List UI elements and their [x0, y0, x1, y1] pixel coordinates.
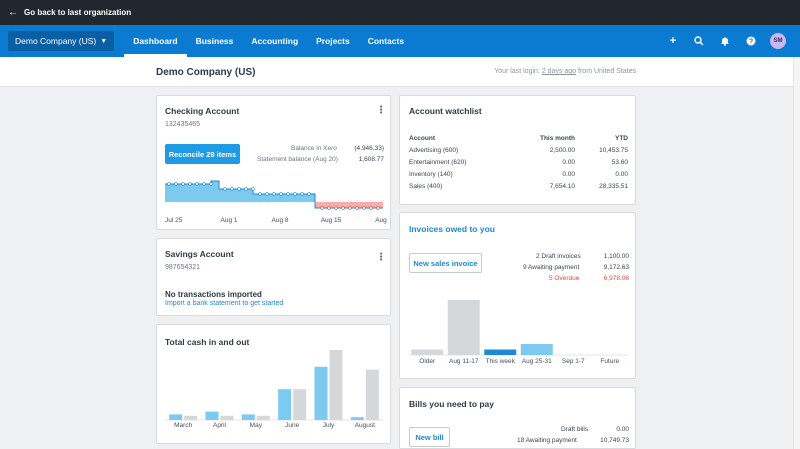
last-login: Your last login: 2 days ago from United … — [494, 68, 636, 75]
awaiting-payment-value: 9,172.63 — [603, 264, 629, 271]
invoice-bar — [520, 344, 553, 355]
bills-awaiting-value: 10,749.73 — [600, 437, 629, 444]
x-label: Aug 15 — [320, 217, 342, 224]
add-icon[interactable]: + — [669, 35, 677, 47]
invoices-card: Invoices owed to you New sales invoice 2… — [399, 212, 636, 379]
table-row[interactable]: Sales (400) 7,654.10 28,335.51 — [409, 183, 628, 190]
new-sales-invoice-button[interactable]: New sales invoice — [409, 253, 482, 273]
month-label: July — [322, 422, 335, 429]
awaiting-payment-label[interactable]: 9 Awaiting payment — [523, 264, 580, 271]
tab-dashboard[interactable]: Dashboard — [124, 25, 187, 57]
main-nav: Demo Company (US) ▼ Dashboard Business A… — [0, 25, 800, 57]
period-label: Older — [419, 358, 436, 365]
overdue-value: 6,978.08 — [603, 275, 629, 282]
cash-in-bar — [278, 389, 292, 420]
invoices-chart — [409, 300, 628, 356]
back-arrow-icon: ← — [8, 7, 18, 18]
reconcile-button[interactable]: Reconcile 29 items — [165, 144, 240, 164]
period-label: Aug 11-17 — [448, 358, 479, 365]
x-label: Aug 8 — [271, 217, 289, 224]
tab-business[interactable]: Business — [195, 36, 234, 46]
savings-title: Savings Account — [165, 249, 234, 259]
back-to-org-bar[interactable]: ← Go back to last organization — [0, 0, 800, 25]
month-label: March — [174, 422, 193, 429]
tab-accounting[interactable]: Accounting — [251, 36, 299, 46]
cash-in-bar — [169, 414, 183, 420]
savings-number: 987654321 — [165, 264, 201, 271]
x-label: Aug — [375, 217, 387, 224]
cash-in-bar — [205, 411, 219, 420]
org-name: Demo Company (US) — [15, 36, 97, 46]
statement-balance-value: 1,608.77 — [358, 156, 384, 163]
bills-title: Bills you need to pay — [409, 399, 495, 409]
page-header: Demo Company (US) Your last login: 2 day… — [0, 57, 793, 87]
statement-balance-label: Statement balance (Aug 20) — [257, 156, 338, 163]
new-bill-button[interactable]: New bill — [409, 427, 450, 447]
table-row[interactable]: Entertainment (620) 0.00 53.60 — [409, 159, 628, 166]
search-icon[interactable] — [686, 25, 712, 57]
checking-title: Checking Account — [165, 106, 240, 116]
invoices-title[interactable]: Invoices owed to you — [409, 224, 495, 234]
tab-projects[interactable]: Projects — [316, 36, 350, 46]
back-to-org-label: Go back to last organization — [24, 8, 132, 17]
help-icon[interactable]: ? — [738, 25, 764, 57]
invoice-bar — [484, 349, 517, 355]
page-title: Demo Company (US) — [156, 67, 256, 78]
cash-in-out-card: Total cash in and out March April May June J… — [156, 324, 391, 444]
period-label: Future — [600, 358, 620, 365]
avatar[interactable]: SM — [770, 33, 786, 49]
watchlist-title: Account watchlist — [409, 106, 482, 116]
watchlist-header: Account This month YTD — [409, 135, 628, 142]
checking-account-card: Checking Account ⋮ 132435465 Reconcile 2… — [156, 95, 391, 230]
cash-out-bar — [220, 415, 234, 420]
draft-invoices-label[interactable]: 2 Draft invoices — [536, 253, 581, 260]
no-transactions-text: No transactions imported — [165, 290, 262, 299]
cash-chart — [165, 350, 383, 421]
cash-out-bar — [256, 415, 270, 420]
invoice-bar — [447, 300, 480, 355]
cash-title: Total cash in and out — [165, 337, 250, 347]
more-options-icon[interactable]: ⋮ — [376, 252, 386, 263]
svg-text:?: ? — [749, 39, 753, 46]
draft-bills-label[interactable]: Draft bills — [561, 426, 589, 433]
checking-number: 132435465 — [165, 121, 201, 128]
import-statement-link[interactable]: Import a bank statement to get started — [165, 300, 284, 307]
org-switcher[interactable]: Demo Company (US) ▼ — [8, 31, 115, 51]
cash-in-bar — [350, 417, 364, 420]
month-label: April — [212, 422, 226, 429]
last-login-link[interactable]: 2 days ago — [541, 68, 577, 75]
balance-chart — [165, 180, 383, 210]
overdue-label[interactable]: 5 Overdue — [549, 275, 580, 282]
x-label: Jul 25 — [165, 217, 183, 224]
tab-contacts[interactable]: Contacts — [367, 36, 405, 46]
account-watchlist-card: Account watchlist Account This month YTD… — [399, 95, 636, 205]
cash-out-bar — [293, 389, 307, 420]
cash-in-bar — [241, 414, 255, 420]
cash-in-bar — [314, 366, 328, 420]
invoice-bar — [411, 349, 444, 355]
savings-account-card: Savings Account ⋮ 987654321 No transacti… — [156, 238, 391, 316]
cash-out-bar — [365, 369, 379, 420]
bell-icon[interactable] — [712, 25, 738, 57]
balance-xero-label: Balance in Xero — [291, 145, 337, 152]
balance-xero-value: (4,946.33) — [354, 145, 384, 152]
scrollbar[interactable] — [793, 57, 800, 449]
draft-invoices-value: 1,100.00 — [603, 253, 629, 260]
period-label: This week — [485, 358, 515, 365]
month-label: May — [249, 422, 262, 429]
table-row[interactable]: Advertising (600) 2,500.00 10,453.75 — [409, 147, 628, 154]
month-label: August — [354, 422, 375, 429]
bills-card: Bills you need to pay New bill Draft bil… — [399, 387, 636, 449]
more-options-icon[interactable]: ⋮ — [376, 105, 386, 116]
period-label: Sep 1-7 — [561, 358, 585, 365]
cash-out-bar — [184, 415, 198, 420]
bills-awaiting-label[interactable]: 18 Awaiting payment — [517, 437, 577, 444]
draft-bills-value: 0.00 — [616, 426, 629, 433]
x-label: Aug 1 — [220, 217, 238, 224]
chevron-down-icon: ▼ — [100, 37, 108, 45]
table-row[interactable]: Inventory (140) 0.00 0.00 — [409, 171, 628, 178]
cash-out-bar — [329, 350, 343, 420]
period-label: Aug 25-31 — [521, 358, 552, 365]
month-label: June — [285, 422, 300, 429]
